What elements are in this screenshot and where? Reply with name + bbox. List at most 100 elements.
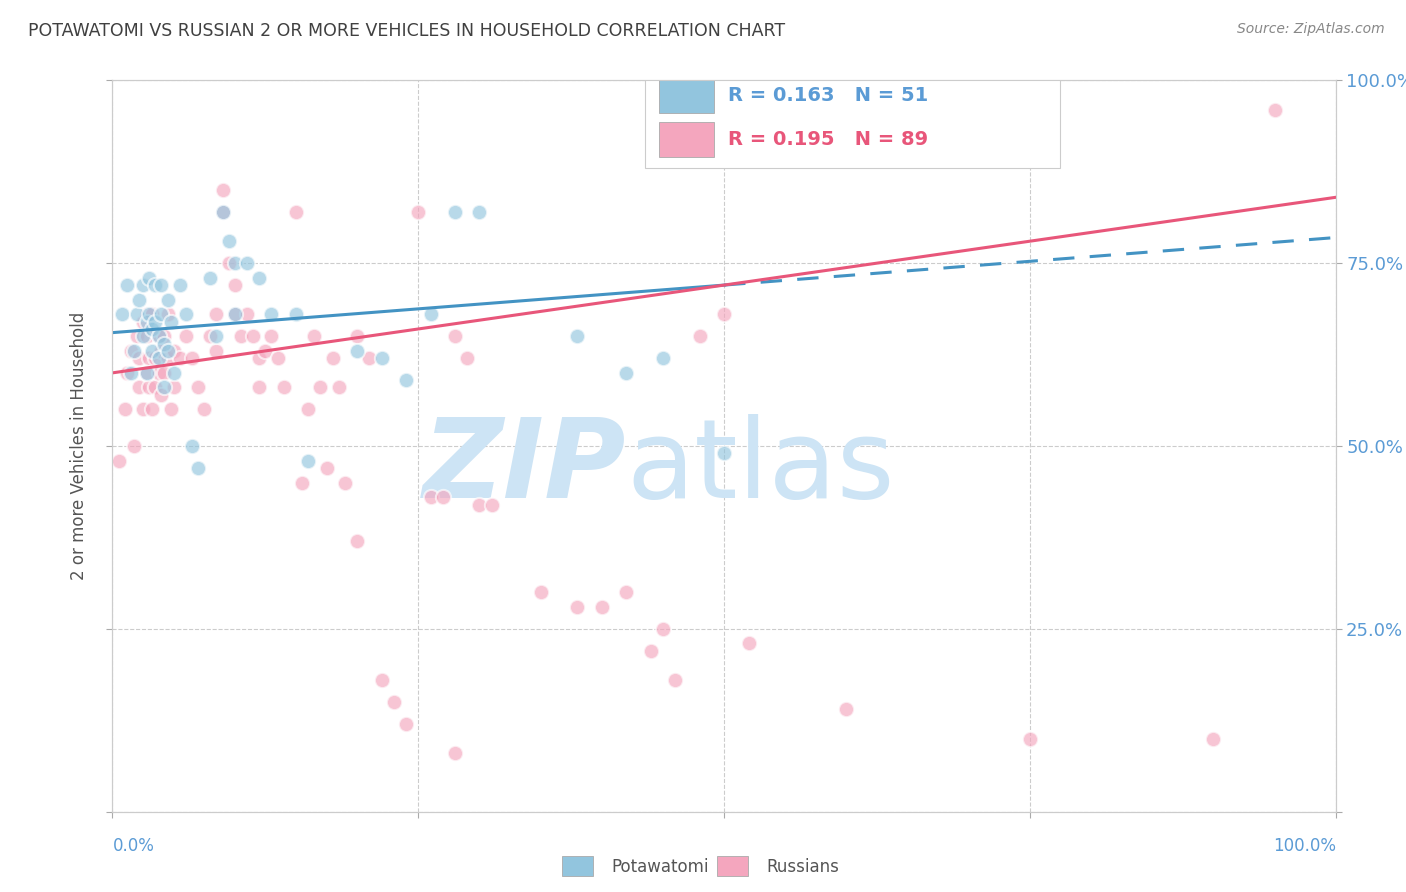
Point <box>163 380 186 394</box>
Point <box>138 270 160 285</box>
Point <box>1202 731 1225 746</box>
Point <box>481 498 503 512</box>
Point <box>408 205 430 219</box>
Point <box>370 673 392 687</box>
Text: R = 0.195   N = 89: R = 0.195 N = 89 <box>728 130 928 149</box>
Point <box>132 315 155 329</box>
Point <box>150 343 173 358</box>
Text: Source: ZipAtlas.com: Source: ZipAtlas.com <box>1237 22 1385 37</box>
Point <box>395 717 418 731</box>
Point <box>236 256 259 270</box>
Text: atlas: atlas <box>626 415 894 522</box>
Point <box>444 329 467 343</box>
Point <box>247 351 270 366</box>
Point <box>115 278 138 293</box>
Text: 0.0%: 0.0% <box>112 837 155 855</box>
FancyBboxPatch shape <box>659 122 714 157</box>
Point <box>247 270 270 285</box>
Point <box>205 329 228 343</box>
Point <box>143 315 166 329</box>
Point <box>640 644 662 658</box>
Text: ZIP: ZIP <box>423 415 626 522</box>
Point <box>156 351 179 366</box>
Point <box>150 388 173 402</box>
Point <box>174 329 197 343</box>
Point <box>128 293 150 307</box>
Point <box>138 351 160 366</box>
Point <box>141 402 163 417</box>
Point <box>115 366 138 380</box>
Point <box>150 278 173 293</box>
Point <box>125 307 148 321</box>
Point <box>218 256 240 270</box>
Point <box>128 380 150 394</box>
Point <box>444 746 467 760</box>
Point <box>153 336 176 351</box>
Point <box>247 380 270 394</box>
Point <box>297 453 319 467</box>
Text: R = 0.163   N = 51: R = 0.163 N = 51 <box>728 87 928 105</box>
Point <box>141 322 163 336</box>
Point <box>124 439 146 453</box>
Point <box>135 366 157 380</box>
Point <box>211 205 233 219</box>
Point <box>169 351 191 366</box>
Point <box>229 329 252 343</box>
Point <box>205 343 228 358</box>
Point <box>1264 103 1286 117</box>
Point <box>652 622 675 636</box>
Point <box>200 270 222 285</box>
Point <box>1018 731 1040 746</box>
Point <box>143 380 166 394</box>
Point <box>614 585 637 599</box>
Point <box>395 373 418 387</box>
Point <box>284 307 308 321</box>
Point <box>444 205 467 219</box>
Point <box>591 599 613 614</box>
Point <box>266 351 288 366</box>
Point <box>254 343 277 358</box>
Point <box>224 307 246 321</box>
Point <box>835 702 858 716</box>
Point <box>169 278 191 293</box>
Point <box>148 329 170 343</box>
Point <box>143 351 166 366</box>
Point <box>160 315 183 329</box>
Point <box>346 534 368 549</box>
Point <box>567 599 589 614</box>
Point <box>148 351 170 366</box>
Point <box>141 307 163 321</box>
Point <box>419 490 441 504</box>
Point <box>120 366 142 380</box>
Point <box>567 329 589 343</box>
FancyBboxPatch shape <box>644 70 1060 168</box>
Point <box>713 446 735 460</box>
Point <box>328 380 350 394</box>
Y-axis label: 2 or more Vehicles in Household: 2 or more Vehicles in Household <box>70 312 89 580</box>
Point <box>333 475 356 490</box>
Point <box>205 307 228 321</box>
Point <box>153 366 176 380</box>
Point <box>128 351 150 366</box>
Point <box>359 351 381 366</box>
Point <box>260 329 283 343</box>
Text: Russians: Russians <box>766 858 839 876</box>
Point <box>737 636 759 650</box>
Point <box>150 307 173 321</box>
Point <box>138 380 160 394</box>
Point <box>141 343 163 358</box>
Point <box>120 343 142 358</box>
Point <box>160 402 183 417</box>
Text: POTAWATOMI VS RUSSIAN 2 OR MORE VEHICLES IN HOUSEHOLD CORRELATION CHART: POTAWATOMI VS RUSSIAN 2 OR MORE VEHICLES… <box>28 22 785 40</box>
Point <box>181 439 204 453</box>
Point <box>370 351 392 366</box>
Text: Potawatomi: Potawatomi <box>612 858 709 876</box>
Point <box>224 256 246 270</box>
Point <box>224 278 246 293</box>
Point <box>163 366 186 380</box>
Point <box>148 329 170 343</box>
Point <box>419 307 441 321</box>
Point <box>309 380 332 394</box>
Point <box>346 329 368 343</box>
Point <box>260 307 283 321</box>
